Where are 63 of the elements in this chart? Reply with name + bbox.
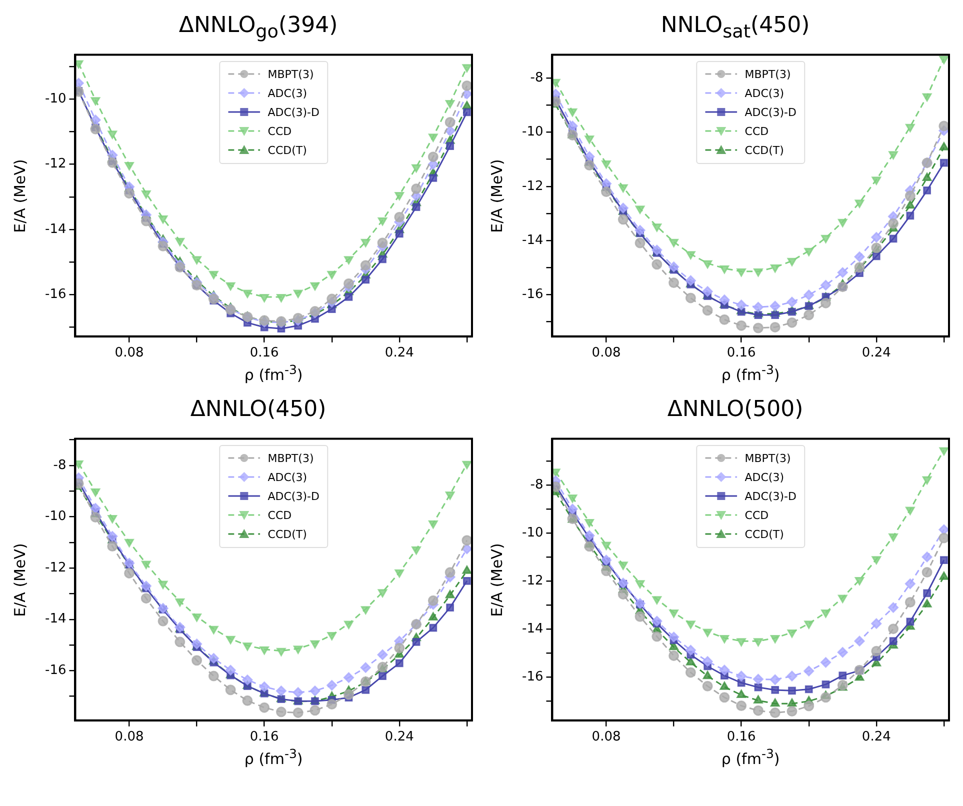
y-axis-title: E/A (MeV): [11, 158, 29, 232]
y-tick-label: -14: [45, 612, 66, 627]
legend-label: MBPT(3): [744, 452, 791, 465]
x-tick-label: 0.24: [862, 730, 891, 745]
y-tick-label: -10: [522, 124, 544, 140]
legend-label: ADC(3): [744, 86, 784, 100]
legend-label: ADC(3)-D: [744, 490, 796, 503]
y-tick-label: -14: [522, 621, 544, 636]
y-tick-label: -12: [45, 156, 66, 172]
y-tick-label: -16: [45, 663, 66, 678]
y-tick-label: -16: [522, 287, 544, 302]
x-tick-label: 0.08: [592, 730, 621, 745]
legend-label: CCD(T): [268, 144, 307, 157]
chart-title: ΔNNLO(500): [666, 396, 804, 424]
y-tick-label: -8: [53, 458, 66, 473]
legend-label: CCD(T): [744, 144, 784, 157]
legend-label: ADC(3)-D: [268, 106, 320, 119]
y-tick-label: -10: [522, 526, 544, 541]
x-tick-label: 0.24: [862, 346, 891, 361]
legend-label: ADC(3): [744, 470, 784, 484]
y-tick-label: -10: [45, 92, 66, 106]
y-tick-label: -16: [45, 287, 66, 302]
x-tick-label: 0.08: [114, 346, 144, 361]
y-tick-label: -12: [522, 178, 544, 194]
x-tick-label: 0.08: [592, 346, 621, 361]
x-axis-title: ρ (fm$^{-3}$): [243, 746, 304, 768]
y-tick-label: -12: [45, 560, 66, 576]
y-tick-label: -16: [522, 669, 544, 684]
y-tick-label: -8: [530, 478, 544, 493]
x-tick-label: 0.16: [726, 346, 756, 361]
legend-label: ADC(3): [268, 86, 308, 100]
legend-label: MBPT(3): [268, 68, 314, 81]
x-tick-label: 0.24: [384, 346, 414, 361]
y-axis-title: E/A (MeV): [488, 542, 506, 616]
legend-label: CCD(T): [744, 528, 784, 541]
x-tick-label: 0.16: [726, 730, 756, 745]
y-axis-title: E/A (MeV): [11, 542, 29, 616]
x-axis-title: ρ (fm$^{-3}$): [243, 362, 304, 384]
legend-label: ADC(3)-D: [268, 490, 320, 503]
x-axis-title: ρ (fm$^{-3}$): [720, 746, 781, 768]
legend-label: MBPT(3): [268, 452, 314, 465]
x-tick-label: 0.24: [384, 730, 414, 745]
x-tick-label: 0.16: [250, 730, 279, 745]
y-tick-label: -10: [45, 509, 66, 524]
y-tick-label: -8: [530, 70, 544, 86]
y-axis-title: E/A (MeV): [488, 158, 506, 232]
legend-label: CCD: [744, 508, 769, 522]
legend-label: ADC(3)-D: [744, 106, 796, 119]
chart-title: ΔNNLO$_{go}$(394): [178, 12, 339, 44]
x-tick-label: 0.16: [250, 346, 279, 361]
chart-title: NNLO$_{sat}$(450): [660, 12, 811, 44]
y-tick-label: -12: [522, 574, 544, 589]
legend-label: ADC(3): [268, 470, 308, 484]
legend-label: CCD: [268, 508, 292, 522]
legend-label: CCD: [744, 124, 769, 138]
chart-title: ΔNNLO(450): [189, 396, 328, 424]
x-tick-label: 0.08: [114, 730, 144, 745]
legend-label: CCD(T): [268, 528, 307, 541]
x-axis-title: ρ (fm$^{-3}$): [720, 362, 781, 384]
legend-label: CCD: [268, 124, 292, 138]
y-tick-label: -14: [45, 222, 66, 237]
y-tick-label: -14: [522, 232, 544, 248]
legend-label: MBPT(3): [744, 68, 791, 81]
